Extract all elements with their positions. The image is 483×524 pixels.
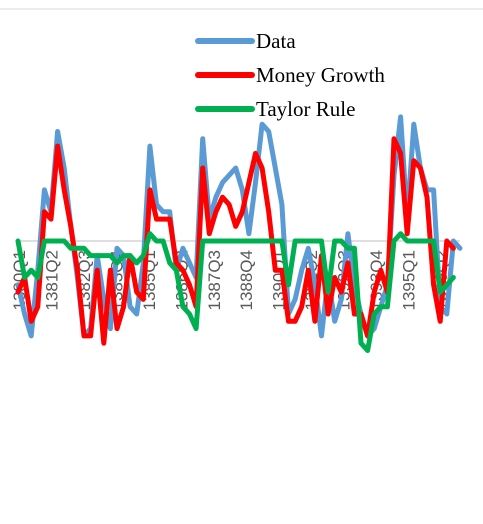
legend-label: Taylor Rule xyxy=(256,97,355,121)
x-tick-label: 1388Q4 xyxy=(237,250,256,311)
x-tick-label: 1387Q3 xyxy=(205,250,224,311)
legend: Data Money Growth Taylor Rule xyxy=(195,29,385,121)
legend-label: Data xyxy=(256,29,296,53)
series-lines xyxy=(15,114,463,353)
series-line-money-growth xyxy=(15,136,456,346)
legend-label: Money Growth xyxy=(256,63,385,87)
x-tick-label: 1381Q2 xyxy=(42,250,61,311)
x-tick-label: 1395Q1 xyxy=(400,250,419,311)
series-line-taylor-rule xyxy=(15,231,456,353)
